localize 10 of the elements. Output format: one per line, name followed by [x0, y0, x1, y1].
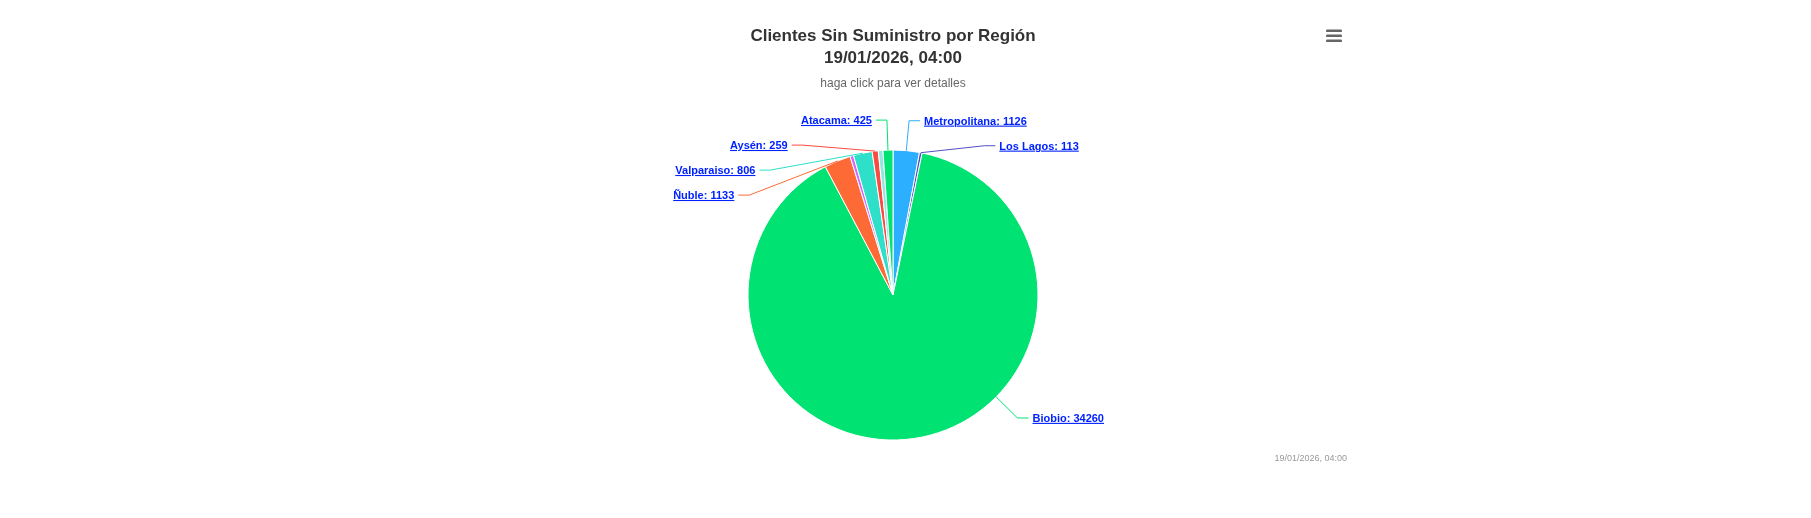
- text: 19/01/2026, 04:00: [1274, 453, 1347, 463]
- slice-label: Los Lagos: 113: [999, 139, 1079, 152]
- chart-title: Clientes Sin Suministro por Región 19/01/2026, 04:00: [750, 26, 1036, 67]
- slice-label: Valparaiso: 806: [675, 163, 756, 176]
- chart-subtitle: haga click para ver detalles: [820, 76, 966, 90]
- slice-label: Atacama: 425: [800, 113, 872, 126]
- slice-label: Metropolitana: 1126: [924, 114, 1027, 127]
- slice-label: Biobio: 34260: [1032, 411, 1105, 424]
- slice-label: Ñuble: 1133: [673, 188, 735, 201]
- slice-label: Aysén: 259: [730, 138, 788, 151]
